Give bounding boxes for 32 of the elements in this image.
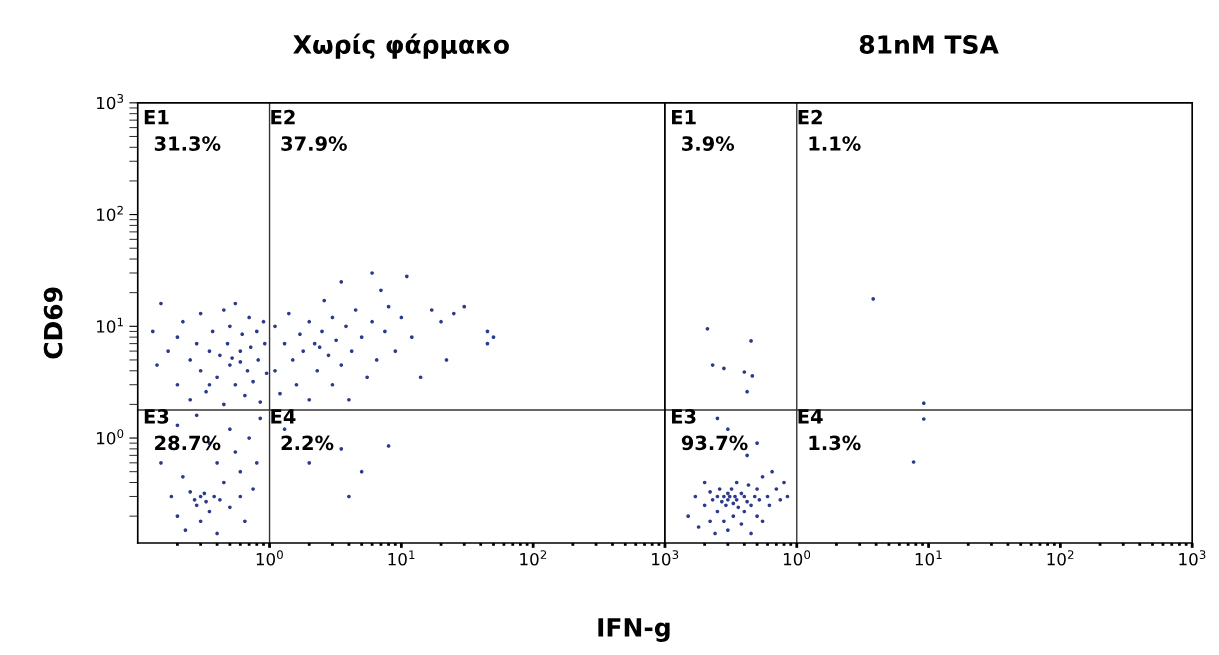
annotation: E3 (672, 409, 696, 424)
y-tick-label: 10$^{2}$ (97, 205, 123, 222)
annotation: 93.7% (681, 435, 748, 451)
annotation: 2.2% (281, 435, 334, 451)
y-tick-label: 10$^{1}$ (97, 317, 123, 333)
annotation: 31.3% (154, 136, 221, 151)
y-tick-label: 10$^{0}$ (97, 429, 124, 445)
x-axis-title: IFN-g (598, 618, 670, 642)
chart-title: Χωρίς φάρμακο (293, 33, 509, 59)
x-tick-label: 10$^{3}$ (652, 550, 679, 566)
annotation: 37.9% (281, 136, 347, 151)
x-tick-label: 10$^{1}$ (915, 550, 942, 566)
annotation: E4 (271, 409, 296, 424)
annotation: E2 (271, 109, 295, 125)
annotation: 1.3% (809, 435, 861, 451)
annotation: E1 (144, 110, 169, 125)
x-tick-label: 10$^{2}$ (520, 550, 547, 566)
annotation: 28.7% (155, 435, 221, 451)
x-tick-label: 10$^{0}$ (783, 550, 811, 566)
annotation: 3.9% (682, 136, 735, 151)
y-axis-title: CD69 (43, 287, 63, 359)
annotation: E4 (798, 409, 823, 424)
annotation: E1 (672, 110, 696, 125)
y-tick-label: 10$^{3}$ (97, 94, 124, 110)
chart-title: 81nM TSA (859, 35, 999, 54)
x-tick-label: 10$^{2}$ (1047, 550, 1074, 566)
x-tick-label: 10$^{0}$ (256, 550, 283, 566)
x-tick-label: 10$^{3}$ (1179, 550, 1206, 566)
annotation: E2 (798, 109, 822, 125)
x-tick-label: 10$^{1}$ (388, 550, 415, 566)
annotation: E3 (144, 409, 169, 424)
annotation: 1.1% (809, 136, 861, 151)
